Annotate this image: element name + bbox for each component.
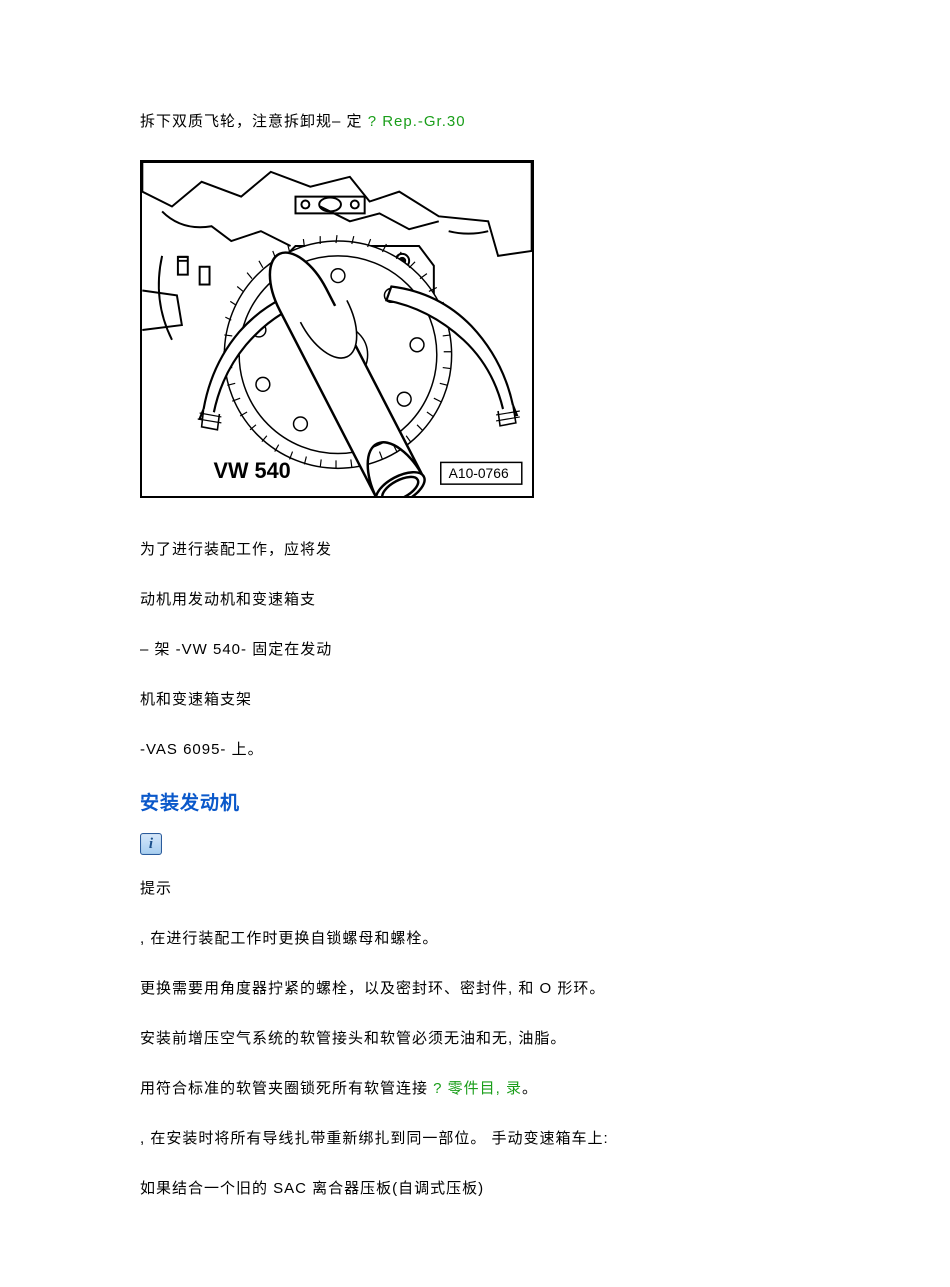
figure-svg: VW 540 A10-0766 [142,162,532,496]
tip-4: 用符合标准的软管夹圈锁死所有软管连接 ? 零件目, 录。 [140,1077,950,1101]
tip-4-a: 用符合标准的软管夹圈锁死所有软管连接 [140,1080,433,1097]
intro-link[interactable]: ? Rep.-Gr.30 [368,113,466,130]
install-engine-heading: 安装发动机 [140,788,950,815]
body-line-2: 动机用发动机和变速箱支 [140,588,950,612]
intro-line: 拆下双质飞轮，注意拆卸规– 定 ? Rep.-Gr.30 [140,110,950,134]
tip-4-link[interactable]: ? 零件目, 录 [433,1080,522,1097]
body-line-3: – 架 -VW 540- 固定在发动 [140,638,950,662]
info-icon-letter: i [149,836,153,853]
tip-3: 安装前增压空气系统的软管接头和软管必须无油和无, 油脂。 [140,1027,950,1051]
figure-tool-label: VW 540 [213,458,290,483]
figure-vw540: VW 540 A10-0766 [140,160,534,498]
tip-5: , 在安装时将所有导线扎带重新绑扎到同一部位。 手动变速箱车上: [140,1127,950,1151]
tip-2: 更换需要用角度器拧紧的螺栓，以及密封环、密封件, 和 O 形环。 [140,977,950,1001]
tip-4-b: 。 [522,1080,538,1097]
body-line-1: 为了进行装配工作，应将发 [140,538,950,562]
tip-6: 如果结合一个旧的 SAC 离合器压板(自调式压板) [140,1177,950,1201]
body-line-5: -VAS 6095- 上。 [140,738,950,762]
info-icon: i [140,833,162,855]
tips-title: 提示 [140,877,950,901]
figure-code-label: A10-0766 [449,465,509,481]
intro-text: 拆下双质飞轮，注意拆卸规– 定 [140,113,368,130]
body-line-4: 机和变速箱支架 [140,688,950,712]
tip-1: , 在进行装配工作时更换自锁螺母和螺栓。 [140,927,950,951]
